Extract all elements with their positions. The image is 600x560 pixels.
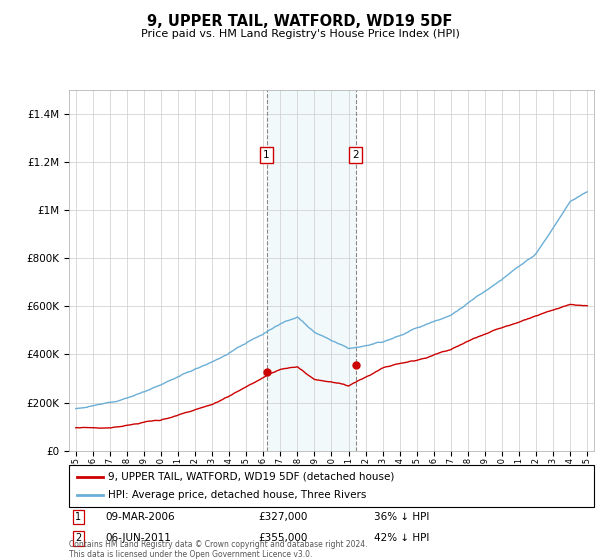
FancyBboxPatch shape [69,465,594,507]
Text: Price paid vs. HM Land Registry's House Price Index (HPI): Price paid vs. HM Land Registry's House … [140,29,460,39]
Text: 09-MAR-2006: 09-MAR-2006 [106,512,175,522]
Bar [266,90,356,451]
Text: 42% ↓ HPI: 42% ↓ HPI [373,533,429,543]
Text: £327,000: £327,000 [258,512,307,522]
Text: £355,000: £355,000 [258,533,307,543]
Text: 06-JUN-2011: 06-JUN-2011 [106,533,172,543]
Text: 9, UPPER TAIL, WATFORD, WD19 5DF: 9, UPPER TAIL, WATFORD, WD19 5DF [148,14,452,29]
Text: 2: 2 [352,150,359,160]
Text: 9, UPPER TAIL, WATFORD, WD19 5DF (detached house): 9, UPPER TAIL, WATFORD, WD19 5DF (detach… [109,472,395,482]
Text: Contains HM Land Registry data © Crown copyright and database right 2024.
This d: Contains HM Land Registry data © Crown c… [69,540,367,559]
Text: 2: 2 [76,533,82,543]
Text: 1: 1 [76,512,82,522]
Text: 36% ↓ HPI: 36% ↓ HPI [373,512,429,522]
Text: 1: 1 [263,150,270,160]
Text: HPI: Average price, detached house, Three Rivers: HPI: Average price, detached house, Thre… [109,491,367,501]
